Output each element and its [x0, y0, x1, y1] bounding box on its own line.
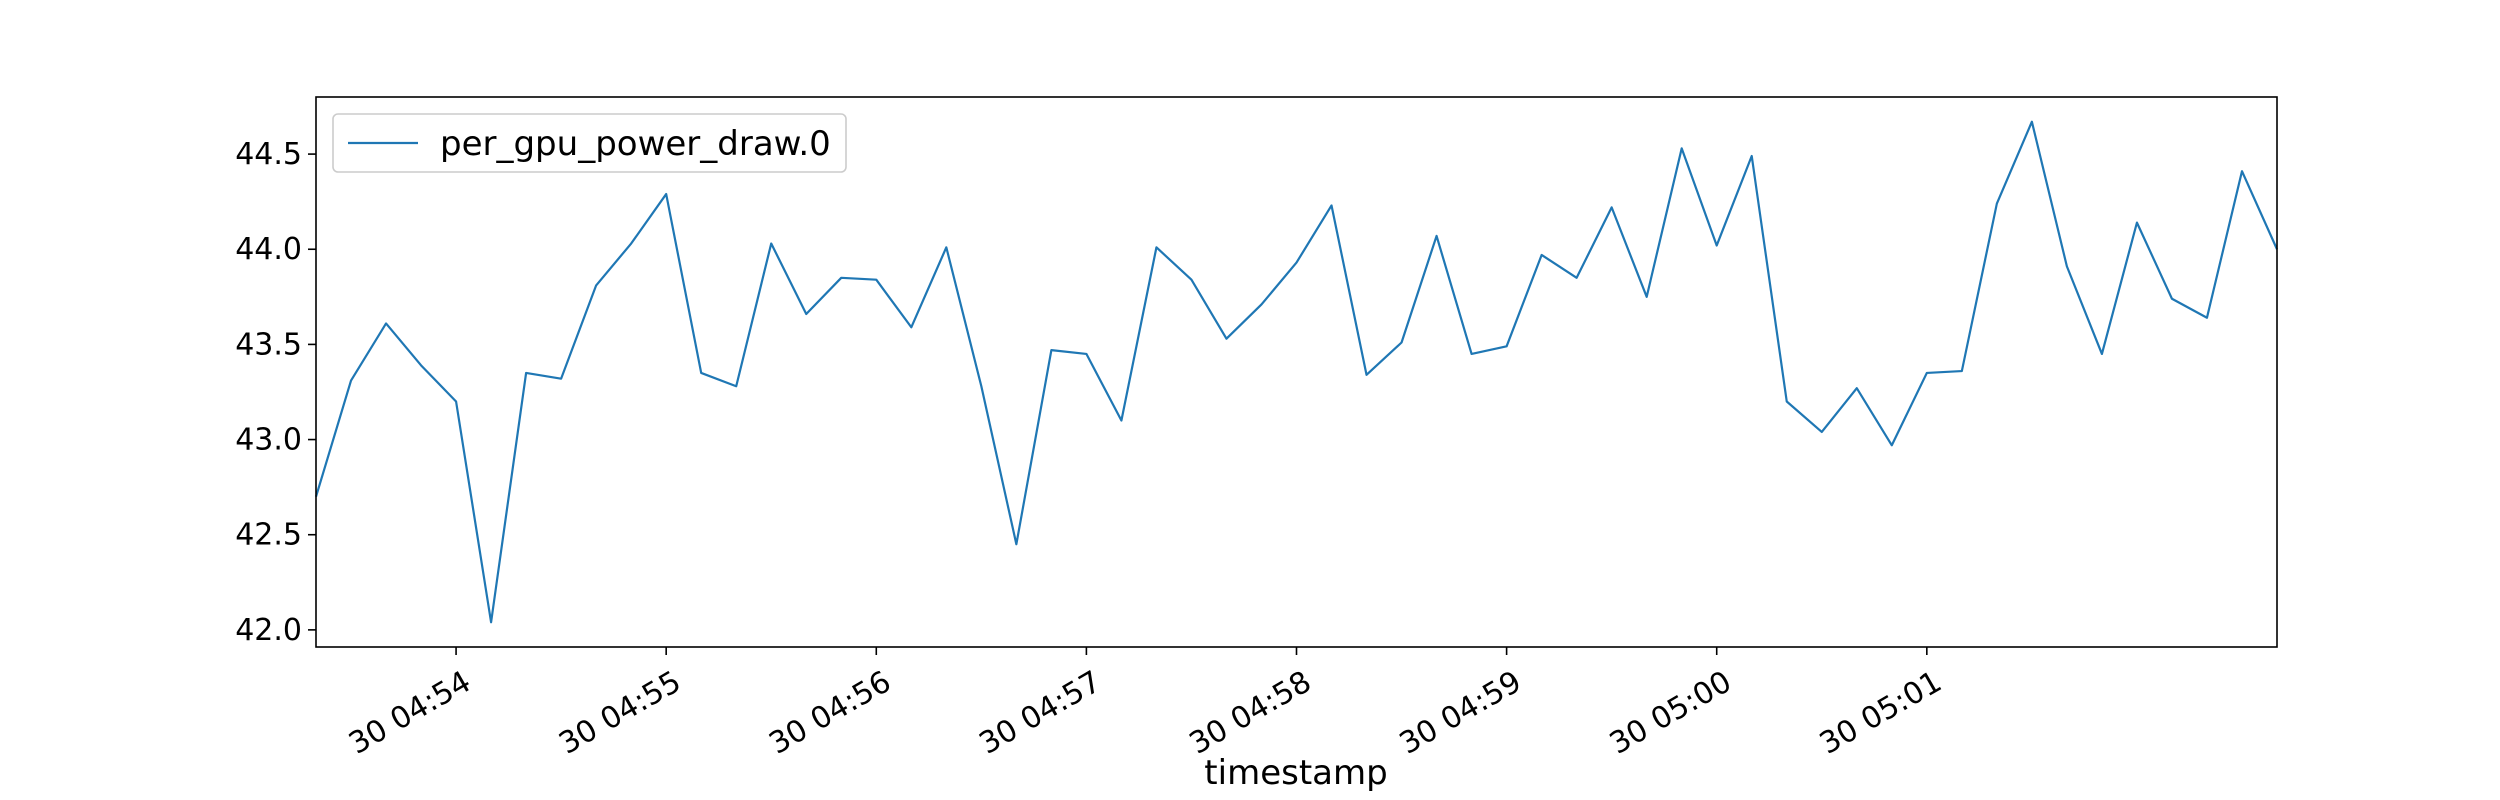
x-axis: 30 04:54 30 04:55 30 04:56 30 04:57 30 04:58…: [343, 647, 1948, 762]
plot-area: [314, 120, 2279, 624]
x-tick-label: 30 04:54: [343, 664, 477, 761]
y-tick-label: 42.5: [235, 518, 302, 553]
x-tick-label: 30 04:56: [763, 664, 897, 761]
axes-frame: [315, 96, 2278, 648]
y-tick-label: 43.5: [235, 327, 302, 362]
x-tick-label: 30 04:58: [1184, 664, 1318, 761]
x-tick-label: 30 04:57: [973, 664, 1107, 761]
x-tick-label: 30 05:01: [1814, 664, 1948, 761]
x-tick-label: 30 04:59: [1394, 664, 1528, 761]
x-axis-title: timestamp: [1204, 753, 1387, 793]
y-tick-label: 44.5: [235, 137, 302, 172]
x-tick-label: 30 04:55: [553, 664, 687, 761]
y-tick-label: 43.0: [235, 423, 302, 458]
legend-box: [332, 113, 847, 173]
x-tick-label: 30 05:00: [1604, 664, 1738, 761]
series-line-per-gpu-power-draw-0: [314, 120, 2279, 624]
y-tick-label: 44.0: [235, 232, 302, 267]
y-tick-label: 42.0: [235, 613, 302, 648]
legend: per_gpu_power_draw.0: [332, 113, 847, 173]
legend-label: per_gpu_power_draw.0: [440, 124, 831, 164]
y-axis: 42.0 42.5 43.0 43.5 44.0 44.5: [235, 137, 316, 648]
